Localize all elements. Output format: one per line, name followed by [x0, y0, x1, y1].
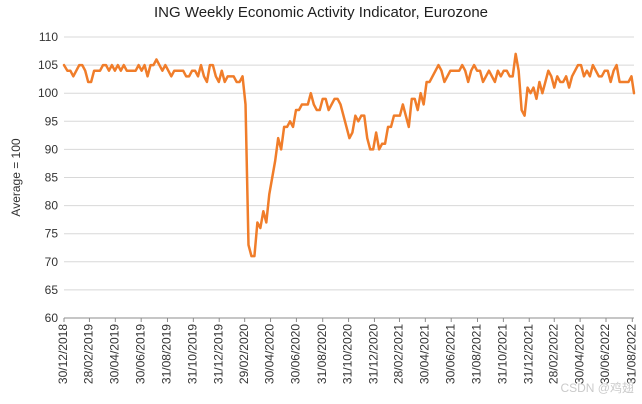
x-axis: 30/12/2018 28/02/2019 30/04/2019 30/06/2019…: [56, 317, 638, 384]
y-tick-label: 65: [45, 283, 59, 297]
x-tick-label: 30/04/2019: [107, 324, 121, 384]
x-tick-label: 30/04/2020: [263, 324, 277, 384]
x-tick-label: 30/06/2021: [443, 324, 457, 384]
x-tick-label: 30/04/2021: [418, 324, 432, 384]
y-tick-label: 90: [45, 142, 59, 156]
y-tick-label: 75: [45, 227, 59, 241]
y-axis-label: Average = 100: [9, 138, 23, 217]
x-tick-label: 29/02/2020: [237, 324, 251, 384]
x-tick-label: 30/04/2022: [572, 324, 586, 384]
x-tick-label: 31/08/2021: [470, 324, 484, 384]
y-tick-label: 95: [45, 114, 59, 128]
y-tick-label: 105: [38, 58, 58, 72]
x-tick-label: 31/12/2021: [521, 324, 535, 384]
x-tick-label: 30/06/2019: [133, 324, 147, 384]
x-tick-label: 30/06/2022: [598, 324, 612, 384]
y-tick-label: 60: [45, 311, 59, 325]
x-tick-label: 31/10/2021: [496, 324, 510, 384]
x-tick-label: 31/10/2019: [186, 324, 200, 384]
series-layer: [62, 52, 636, 258]
chart-title: ING Weekly Economic Activity Indicator, …: [153, 4, 489, 21]
x-tick-label: 31/08/2019: [160, 324, 174, 384]
x-tick-label: 31/10/2020: [341, 324, 355, 384]
x-tick-label: 31/08/2022: [624, 324, 638, 384]
x-tick-label: 30/12/2018: [56, 324, 70, 384]
y-tick-label: 80: [45, 199, 59, 213]
y-axis: 60 65 70 75 80 85 90 95 100 105 110: [38, 30, 58, 325]
x-tick-label: 31/12/2020: [367, 324, 381, 384]
y-tick-label: 85: [45, 171, 59, 185]
y-tick-label: 100: [38, 86, 58, 100]
x-tick-label: 30/06/2020: [289, 324, 303, 384]
series-line: [62, 52, 636, 258]
x-tick-label: 31/12/2019: [211, 324, 225, 384]
x-tick-label: 28/02/2021: [392, 324, 406, 384]
x-tick-label: 31/08/2020: [315, 324, 329, 384]
y-tick-label: 70: [45, 255, 59, 269]
y-tick-label: 110: [39, 30, 58, 44]
watermark: CSDN @鸡翅: [560, 381, 634, 395]
x-tick-label: 28/02/2022: [546, 324, 560, 384]
x-tick-label: 28/02/2019: [82, 324, 96, 384]
grid-layer: [64, 36, 634, 319]
